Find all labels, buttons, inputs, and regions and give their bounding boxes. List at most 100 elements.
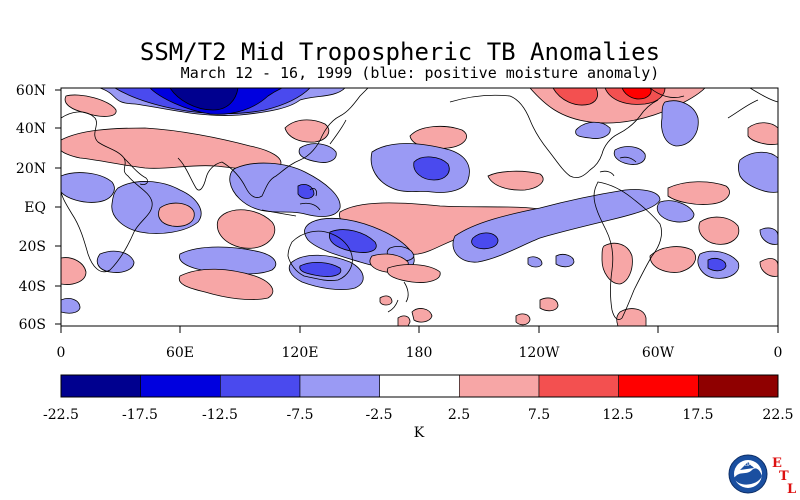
colorbar-level-label: 12.5	[602, 407, 633, 423]
colorbar-level-label: 7.5	[528, 407, 550, 423]
anomaly-blob	[649, 246, 696, 273]
colorbar-border	[60, 374, 779, 398]
anomaly-blob	[452, 189, 661, 263]
coastline-se-asia	[221, 88, 369, 198]
colorbar-level-label: -17.5	[122, 407, 158, 423]
lat-label: 40S	[19, 279, 46, 295]
colorbar-swatch	[379, 374, 460, 398]
map-subtitle: March 12 - 16, 1999 (blue: positive mois…	[180, 64, 660, 82]
anomaly-blob	[555, 254, 575, 268]
coastline-japan	[329, 119, 347, 145]
coastline-india	[177, 157, 223, 191]
anomaly-blob	[552, 88, 599, 106]
lon-label: 60W	[642, 345, 675, 361]
colorbar-swatch	[459, 374, 540, 398]
anomaly-blob	[298, 143, 337, 163]
anomaly-blob	[759, 258, 778, 277]
lat-label: 60N	[16, 83, 46, 99]
lon-label: 120W	[518, 345, 560, 361]
colorbar-level-label: -7.5	[287, 407, 314, 423]
anomaly-blob	[379, 295, 393, 306]
lon-label: 120E	[282, 345, 319, 361]
anomaly-blob	[738, 151, 778, 193]
latitude-labels: 60N 40N 20N EQ 20S 40S 60S	[16, 83, 46, 333]
noaa-logo-text: NOAA	[741, 462, 756, 468]
anomaly-blob	[515, 313, 531, 326]
anomaly-blob	[698, 216, 740, 245]
coastline-north-america	[449, 94, 659, 178]
coastlines	[61, 88, 778, 320]
lab-letter: L	[787, 482, 796, 497]
lat-label: 60S	[19, 317, 46, 333]
anomaly-blob	[169, 88, 239, 111]
anomaly-blob	[158, 202, 195, 227]
lat-label: 20S	[19, 239, 46, 255]
anomaly-blob	[61, 257, 87, 285]
latitude-ticks	[55, 89, 61, 325]
anomaly-blob	[386, 264, 441, 283]
colorbar-level-label: 17.5	[682, 407, 713, 423]
colorbar-swatch	[299, 374, 380, 398]
colorbar	[60, 374, 779, 398]
coastline-australia	[287, 230, 353, 281]
coastline-africa-west	[727, 88, 778, 119]
coastline-new-zealand	[387, 281, 409, 313]
coastline-greenland	[649, 88, 685, 98]
colorbar-swatch	[538, 374, 619, 398]
anomaly-blob	[747, 122, 778, 145]
anomaly-blob	[621, 88, 652, 100]
lon-label: 60E	[166, 345, 194, 361]
colorbar-swatch	[60, 374, 141, 398]
anomaly-blob	[471, 232, 499, 250]
lab-letter: E	[772, 456, 782, 471]
colorbar-swatch	[618, 374, 699, 398]
coastline-caribbean	[599, 156, 637, 177]
anomaly-blob	[61, 298, 81, 314]
anomaly-blob	[759, 227, 778, 245]
anomaly-blob	[297, 184, 315, 199]
anomaly-blob	[656, 200, 695, 223]
anomaly-blob	[411, 308, 433, 323]
anomaly-blob	[539, 297, 559, 312]
lat-label: EQ	[24, 200, 46, 216]
anomaly-blob	[667, 181, 730, 205]
anomaly-blob	[328, 229, 377, 253]
colorbar-level-label: 2.5	[448, 407, 470, 423]
colorbar-unit-label: K	[414, 425, 425, 441]
anomaly-blob	[64, 94, 117, 117]
anomaly-blob	[61, 172, 115, 203]
anomaly-blob	[299, 262, 342, 277]
anomaly-blob	[616, 308, 647, 326]
anomaly-blob	[613, 146, 646, 165]
anomaly-contours	[61, 88, 778, 326]
anomaly-blob	[413, 156, 450, 181]
longitude-ticks	[60, 326, 779, 333]
anomaly-blob	[527, 256, 543, 268]
noaa-logo: NOAA	[728, 454, 768, 494]
anomaly-blob	[96, 250, 135, 273]
anomaly-blob	[575, 121, 611, 139]
anomaly-blob	[707, 258, 727, 272]
coastline-south-america	[593, 181, 662, 320]
colorbar-swatch	[220, 374, 301, 398]
colorbar-level-label: -2.5	[366, 407, 393, 423]
anomaly-blob	[487, 170, 544, 191]
colorbar-swatch	[698, 374, 779, 398]
lon-label: 180	[406, 345, 433, 361]
colorbar-labels: -22.5 -17.5 -12.5 -7.5 -2.5 2.5 7.5 12.5…	[43, 407, 794, 423]
coastline-indonesia	[261, 188, 321, 217]
colorbar-level-label: -12.5	[202, 407, 238, 423]
anomaly-blob	[178, 268, 274, 300]
anomaly-blob	[216, 209, 276, 249]
etl-letters: E T L	[772, 456, 796, 497]
longitude-labels: 0 60E 120E 180 120W 60W 0	[57, 345, 783, 361]
colorbar-swatch	[140, 374, 221, 398]
lat-label: 20N	[16, 161, 46, 177]
lon-label: 0	[774, 345, 783, 361]
anomaly-blob	[661, 100, 699, 147]
anomaly-blob	[397, 315, 411, 326]
lab-letter: T	[779, 469, 789, 484]
anomaly-blob	[601, 242, 633, 285]
map-title: SSM/T2 Mid Tropospheric TB Anomalies	[139, 38, 661, 66]
